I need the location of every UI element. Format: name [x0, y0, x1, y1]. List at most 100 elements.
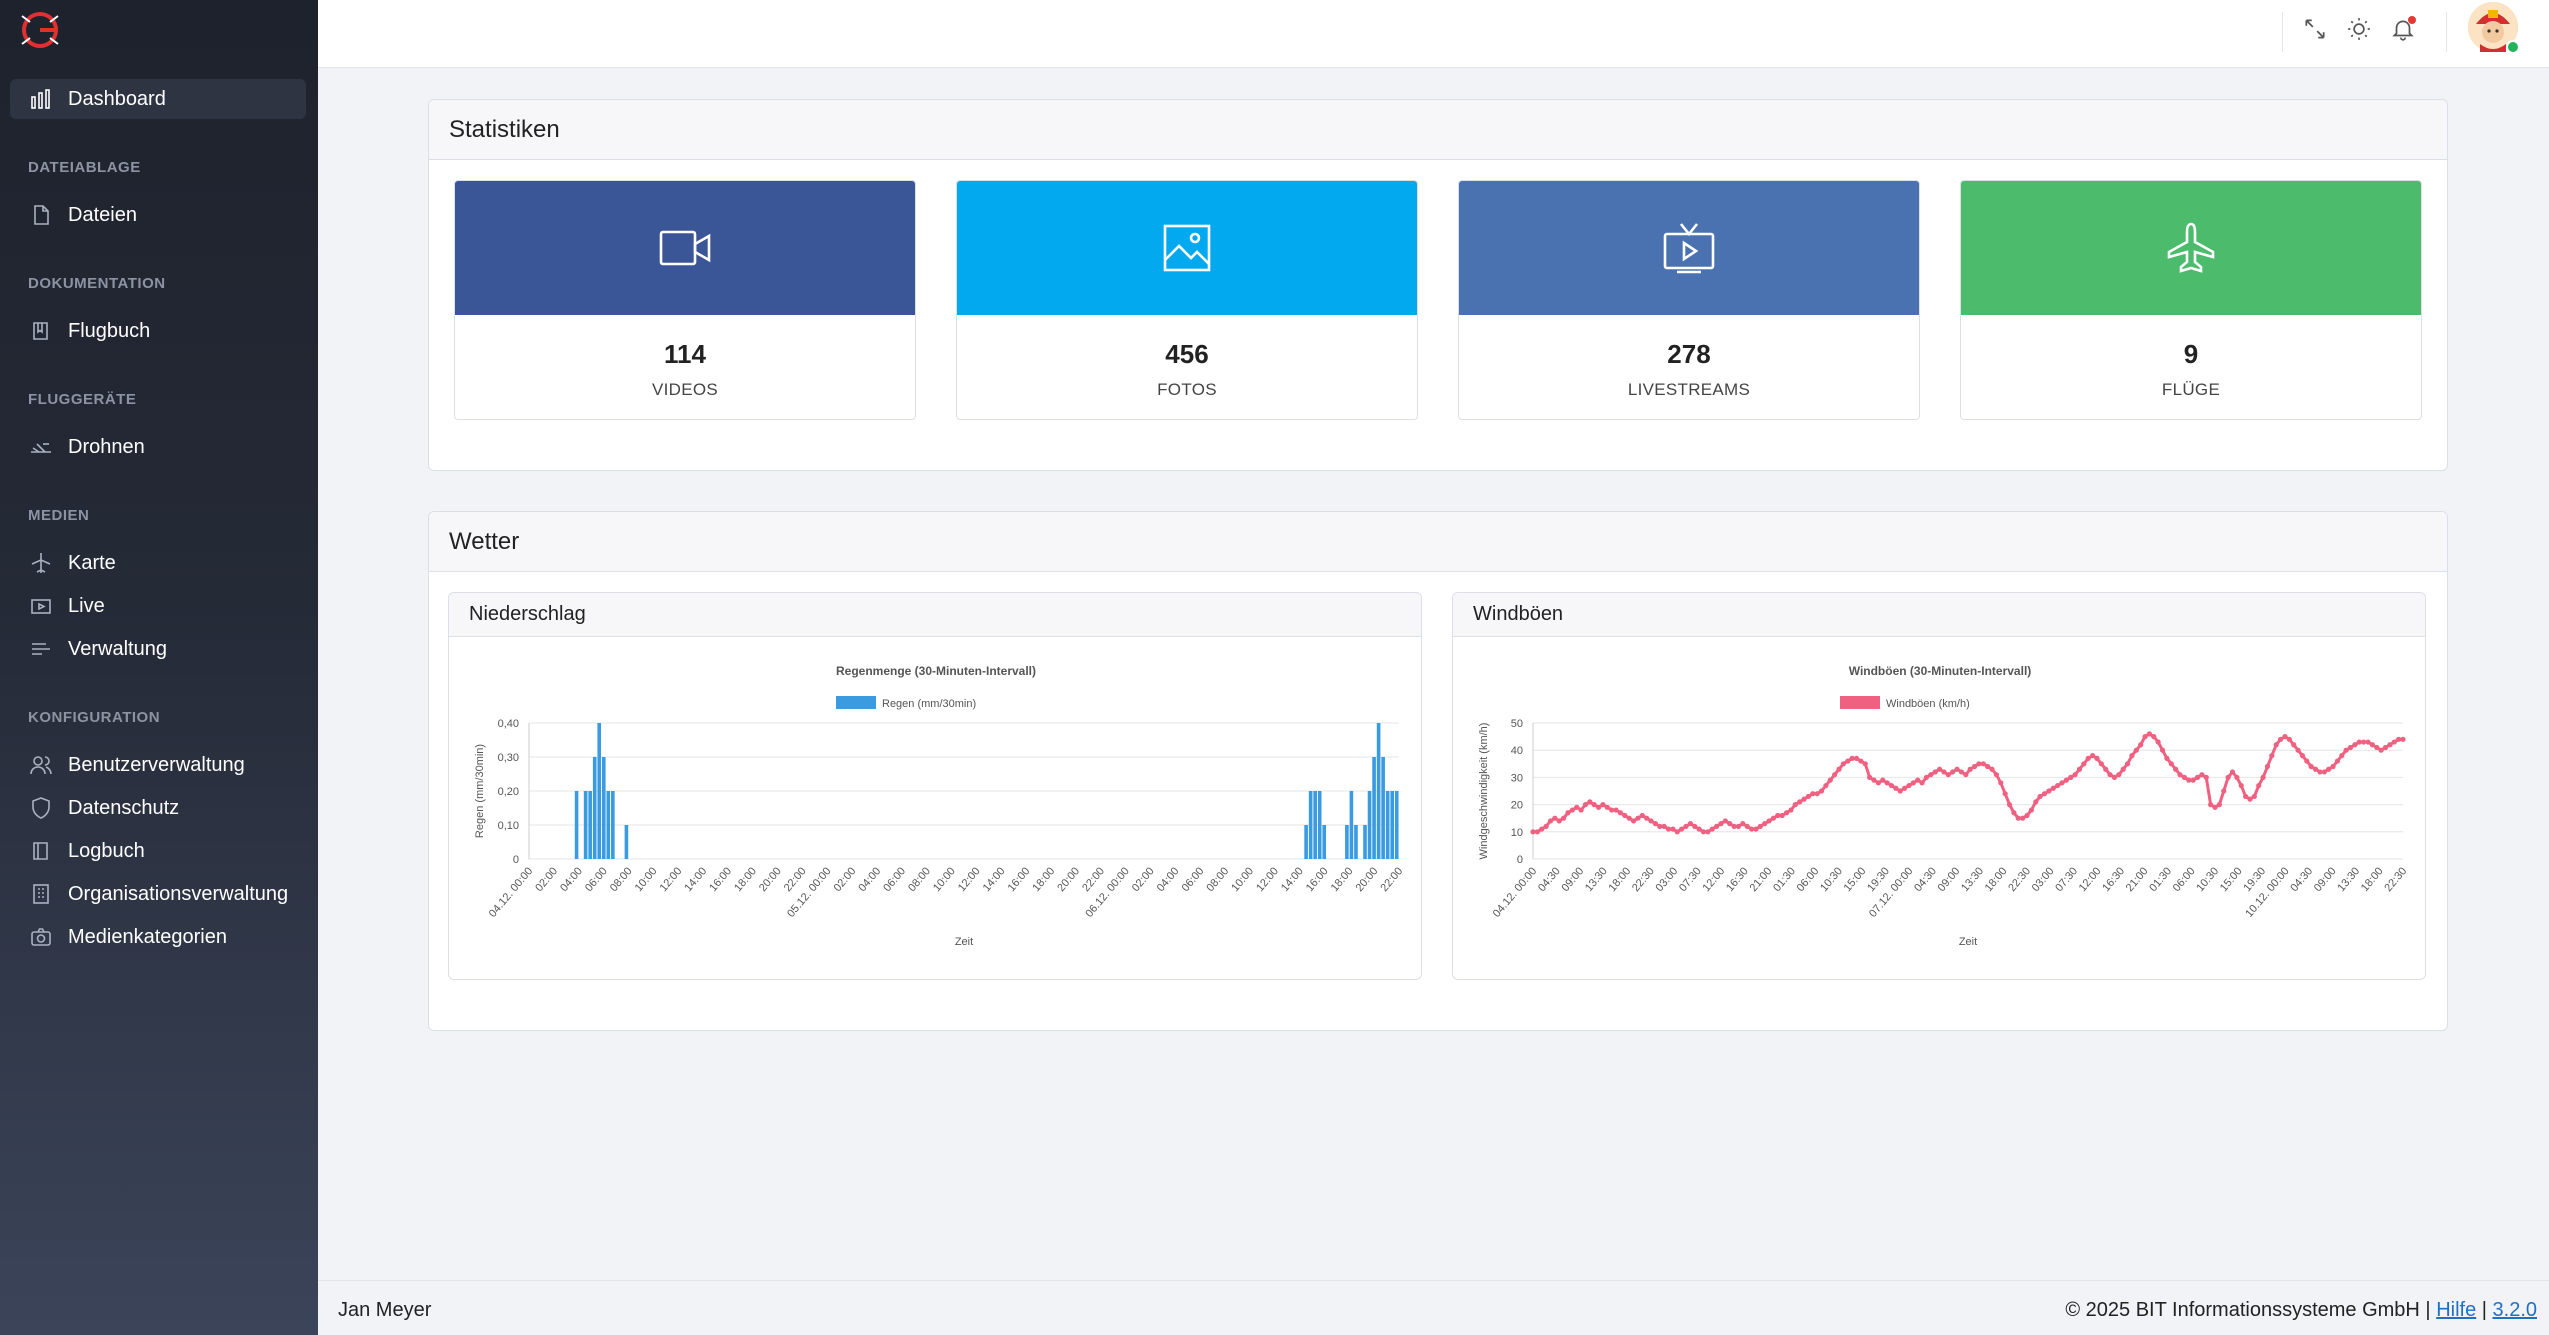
data-point — [1626, 815, 1632, 821]
data-point — [1534, 829, 1540, 835]
sidebar-item-label: Datenschutz — [68, 796, 180, 819]
data-point — [1867, 774, 1873, 780]
sidebar-item-organisationsverwaltung[interactable]: Organisationsverwaltung — [10, 874, 306, 914]
data-point — [2304, 758, 2310, 764]
data-point — [2146, 731, 2153, 737]
data-point — [2037, 793, 2043, 800]
x-tick-label: 10:30 — [2194, 865, 2221, 894]
data-point — [2142, 734, 2148, 740]
data-point — [1722, 818, 1728, 824]
data-point — [1801, 796, 1807, 802]
data-point — [1762, 821, 1768, 827]
windboeen-card: Windböen Windböen (30-Minuten-Intervall)… — [1452, 592, 2426, 980]
data-point — [2260, 774, 2266, 780]
x-tick-label: 22:30 — [2382, 865, 2409, 894]
sidebar-item-drohnen[interactable]: Drohnen — [10, 427, 306, 467]
x-tick-label: 04:30 — [1912, 865, 1939, 894]
data-point — [2221, 788, 2227, 794]
data-point — [1823, 782, 1829, 789]
data-point — [2330, 763, 2336, 770]
data-point — [1775, 812, 1781, 819]
x-tick-label: 04:00 — [1155, 865, 1182, 894]
sidebar-item-label: Logbuch — [68, 839, 145, 862]
shield-icon — [28, 795, 54, 821]
app-logo-icon[interactable] — [16, 6, 64, 54]
online-status-dot — [2506, 40, 2520, 54]
stat-tile-fluege[interactable]: 9 FLÜGE — [1960, 180, 2422, 420]
data-point — [2286, 736, 2292, 742]
data-point — [1718, 821, 1724, 827]
bell-icon[interactable] — [2386, 12, 2420, 46]
x-tick-label: 12:00 — [658, 865, 685, 894]
x-tick-label: 02:00 — [1130, 865, 1157, 894]
stat-tile-fotos[interactable]: 456 FOTOS — [956, 180, 1418, 420]
data-point — [2361, 739, 2367, 745]
book-icon — [28, 318, 54, 344]
sidebar-item-flugbuch[interactable]: Flugbuch — [10, 311, 306, 351]
windboeen-title: Windböen — [1453, 593, 2425, 637]
sidebar-item-medienkategorien[interactable]: Medienkategorien — [10, 917, 306, 957]
section-dokumentation: DOKUMENTATION — [28, 275, 166, 292]
data-point — [1652, 821, 1659, 827]
footer-separator: | — [2476, 1299, 2493, 1321]
x-tick-label: 10:00 — [633, 865, 660, 894]
sidebar-item-verwaltung[interactable]: Verwaltung — [10, 629, 306, 669]
data-point — [1783, 810, 1790, 816]
data-point — [2269, 753, 2275, 759]
version-link[interactable]: 3.2.0 — [2492, 1299, 2537, 1321]
data-point — [1556, 818, 1562, 824]
sidebar-item-datenschutz[interactable]: Datenschutz — [10, 788, 306, 828]
sidebar-item-karte[interactable]: Karte — [10, 543, 306, 583]
x-tick-label: 20:00 — [1055, 865, 1082, 894]
data-point — [2365, 739, 2371, 745]
data-point — [1670, 826, 1676, 832]
data-point — [2011, 810, 2017, 816]
sidebar-item-live[interactable]: Live — [10, 586, 306, 626]
data-point — [1587, 799, 1593, 805]
sidebar-item-logbuch[interactable]: Logbuch — [10, 831, 306, 871]
bar-chart-icon — [28, 86, 54, 112]
data-point — [1700, 829, 1707, 835]
data-point — [2063, 777, 2069, 783]
data-point — [2273, 742, 2279, 748]
sidebar-item-dateien[interactable]: Dateien — [10, 195, 306, 235]
data-point — [1814, 791, 1820, 797]
data-point — [2216, 802, 2222, 808]
data-point — [2291, 742, 2297, 748]
data-point — [2396, 736, 2402, 742]
x-tick-label: 18:00 — [732, 865, 759, 894]
data-point — [2382, 744, 2389, 751]
data-point — [2177, 772, 2183, 778]
x-tick-label: 04:00 — [558, 865, 585, 894]
help-link[interactable]: Hilfe — [2436, 1299, 2477, 1321]
sidebar-item-label: Organisationsverwaltung — [68, 882, 289, 905]
x-tick-label: 10:00 — [931, 865, 958, 894]
data-point — [2059, 780, 2065, 786]
fullscreen-icon[interactable] — [2298, 12, 2332, 46]
y-axis-label: Regen (mm/30min) — [474, 744, 486, 838]
section-fluggeraete: FLUGGERÄTE — [28, 391, 137, 408]
data-point — [1880, 777, 1886, 783]
x-tick-label: 20:00 — [1354, 865, 1381, 894]
data-point — [1683, 823, 1689, 829]
x-tick-label: 22:30 — [2006, 865, 2033, 894]
theme-sun-icon[interactable] — [2342, 12, 2376, 46]
x-tick-label: 09:00 — [1936, 865, 1963, 894]
data-point — [1561, 815, 1567, 821]
data-point — [2155, 739, 2161, 745]
camera-icon — [28, 924, 54, 950]
data-point — [2098, 761, 2104, 767]
sidebar-item-benutzerverwaltung[interactable]: Benutzerverwaltung — [10, 745, 306, 785]
data-point — [2186, 777, 2192, 783]
data-point — [1897, 788, 1903, 794]
stat-tile-videos[interactable]: 114 VIDEOS — [454, 180, 916, 420]
x-tick-label: 15:00 — [1842, 865, 1869, 894]
data-point — [2002, 791, 2008, 797]
avatar[interactable] — [2468, 2, 2520, 54]
x-tick-label: 14:00 — [981, 865, 1008, 894]
sidebar-item-dashboard[interactable]: Dashboard — [10, 79, 306, 119]
data-point — [2387, 742, 2393, 748]
data-point — [2356, 739, 2362, 745]
stat-tile-livestreams[interactable]: 278 LIVESTREAMS — [1458, 180, 1920, 420]
bar — [1304, 825, 1308, 859]
